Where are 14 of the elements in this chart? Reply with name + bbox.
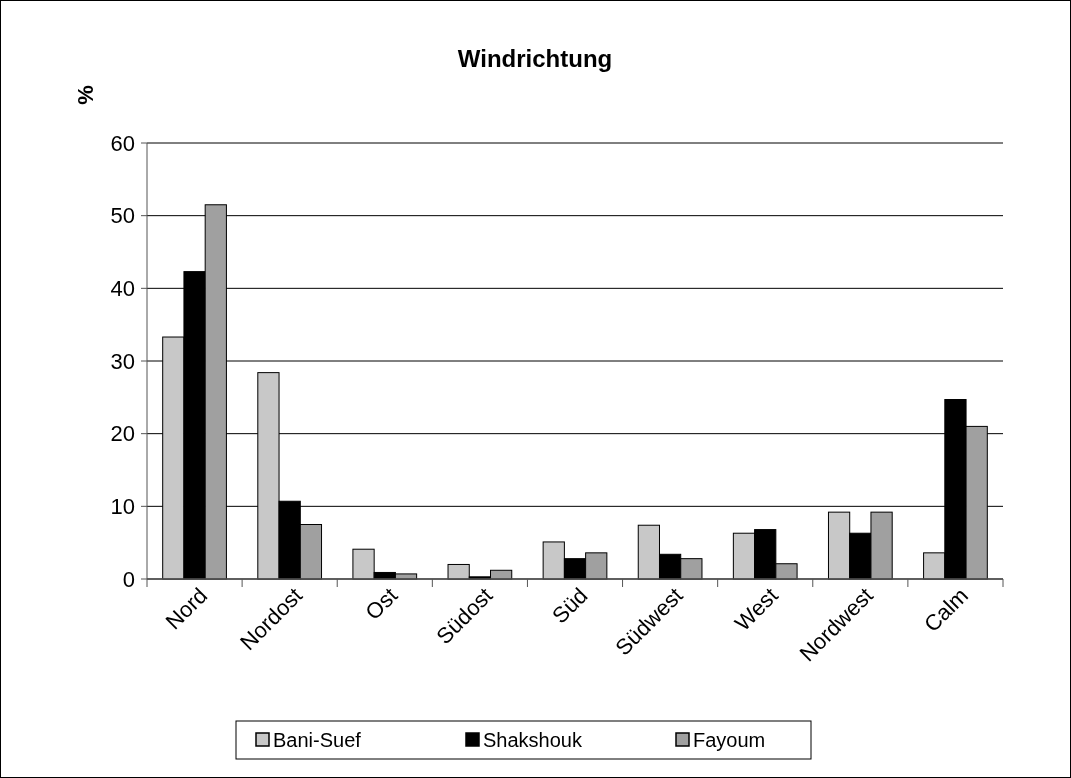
y-tick-label: 50	[110, 203, 135, 229]
x-tick-label: Ost	[360, 582, 403, 625]
x-tick-label: Süd	[547, 582, 593, 629]
chart-title: Windrichtung	[457, 45, 613, 72]
y-tick-label: 60	[110, 130, 135, 156]
y-tick-label: 20	[110, 421, 135, 447]
y-tick-label: 30	[110, 348, 135, 374]
legend-label: Fayoum	[693, 729, 766, 751]
legend-label: Bani-Suef	[273, 729, 362, 751]
y-tick-label: 10	[110, 494, 135, 520]
y-tick-label: 0	[122, 566, 135, 592]
y-tick-label: 40	[110, 276, 135, 302]
legend-label: Shakshouk	[483, 729, 583, 751]
y-axis-title: %	[73, 85, 98, 105]
